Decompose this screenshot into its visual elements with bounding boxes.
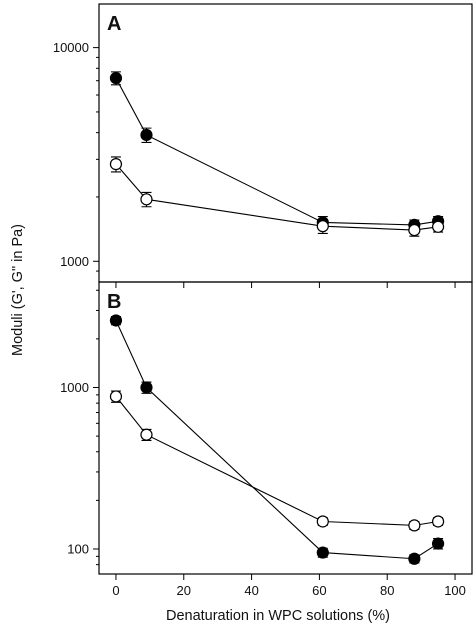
panel-b-x-tick-label: 80 — [380, 583, 394, 598]
panel-a-label: A — [107, 13, 121, 35]
panel-a-series-2-line — [115, 163, 439, 231]
panel-b-series-1-point — [140, 381, 153, 394]
y-axis-title: Moduli (G', G" in Pa) — [10, 224, 26, 356]
panel-a-frame — [98, 3, 473, 283]
panel-b-series-2-point — [109, 390, 123, 403]
panel-a-series-1-point — [109, 72, 123, 85]
panel-b-series-1-point — [109, 314, 123, 327]
panel-b-y-tick-label: 1000 — [60, 380, 89, 395]
panel-a-series-1-point — [140, 128, 153, 142]
panel-a-series-2-point — [408, 223, 421, 237]
panel-b-x-tick-label: 20 — [177, 583, 191, 598]
panel-b-series-2-point — [316, 515, 329, 528]
panel-b-x-tick-label: 60 — [312, 583, 326, 598]
panel-b-series-1-point — [431, 537, 445, 550]
panel-a-y-tick-label: 10000 — [53, 40, 89, 55]
panel-b-series-2-point — [140, 428, 153, 441]
panel-b-series-2-point — [408, 519, 421, 532]
panel-b-x-tick-label: 100 — [444, 583, 466, 598]
panel-a-y-tick-label: 1000 — [60, 254, 89, 269]
x-axis-title: Denaturation in WPC solutions (%) — [166, 608, 390, 624]
panel-b-frame — [98, 281, 473, 575]
panel-b-series-1-point — [316, 546, 329, 559]
series-layer — [109, 71, 445, 565]
panel-b-series-2-point — [431, 515, 445, 528]
panel-b-x-tick-label: 40 — [244, 583, 258, 598]
panel-a-series-2-point — [316, 220, 329, 233]
panel-a-series-2-point — [431, 220, 445, 233]
panel-b-series-1-line — [115, 320, 439, 560]
panel-a-series-1-line — [115, 77, 439, 226]
panel-b-label: B — [107, 291, 121, 313]
panel-a-series-2-point — [109, 158, 123, 171]
panel-b-series-2-line — [115, 396, 439, 526]
panel-a-series-2-point — [140, 193, 153, 206]
panel-b-x-tick-label: 0 — [112, 583, 119, 598]
ticks-layer: 1000 10000 0 20 40 60 80 100 100 1000 — [53, 40, 466, 598]
panel-b-series-1-point — [408, 552, 421, 565]
panel-b-y-tick-label: 100 — [67, 541, 89, 556]
